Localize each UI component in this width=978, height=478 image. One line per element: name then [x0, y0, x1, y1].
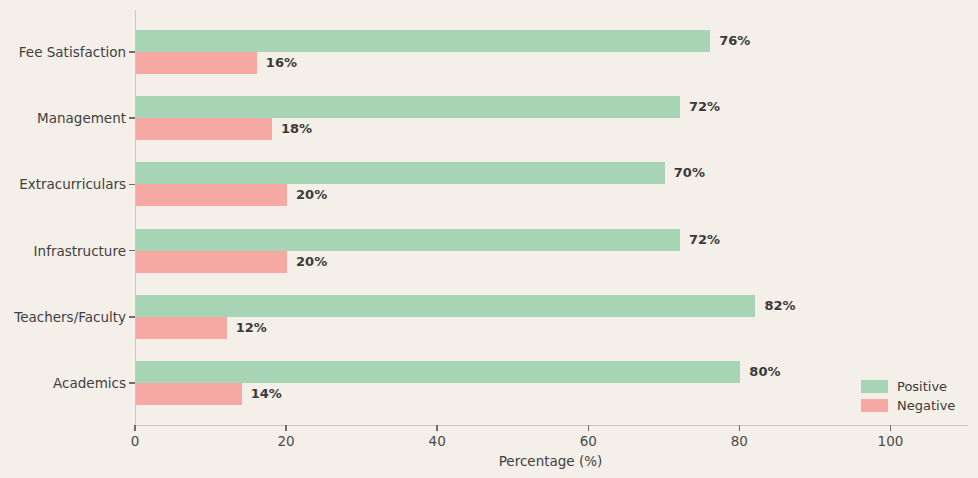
bar-negative-extracurriculars: [136, 184, 287, 206]
category-label-academics: Academics: [0, 373, 126, 393]
value-label-negative-infrastructure: 20%: [296, 253, 327, 271]
x-tick-0: [134, 425, 136, 431]
value-label-negative-fee-satisfaction: 16%: [266, 54, 297, 72]
x-tick-40: [436, 425, 438, 431]
category-label-extracurriculars: Extracurriculars: [0, 174, 126, 194]
value-label-positive-extracurriculars: 70%: [674, 164, 705, 182]
y-tick-extracurriculars: [129, 184, 135, 186]
y-tick-academics: [129, 382, 135, 384]
category-label-infrastructure: Infrastructure: [0, 241, 126, 261]
x-tick-100: [890, 425, 892, 431]
x-tick-80: [739, 425, 741, 431]
x-tick-label-80: 80: [709, 433, 769, 449]
legend-entry-negative: Negative: [861, 396, 955, 415]
x-axis-title: Percentage (%): [135, 453, 966, 469]
bar-positive-academics: [136, 361, 740, 383]
x-axis-spine: [135, 425, 968, 426]
category-label-management: Management: [0, 108, 126, 128]
legend-label-positive: Positive: [897, 379, 947, 394]
x-tick-label-20: 20: [256, 433, 316, 449]
bar-positive-teachers-faculty: [136, 295, 755, 317]
value-label-positive-academics: 80%: [749, 363, 780, 381]
y-tick-management: [129, 117, 135, 119]
legend: Positive Negative: [861, 377, 955, 415]
bar-negative-academics: [136, 383, 242, 405]
legend-entry-positive: Positive: [861, 377, 955, 396]
y-tick-teachers-faculty: [129, 316, 135, 318]
legend-swatch-positive: [861, 380, 888, 393]
value-label-negative-academics: 14%: [251, 385, 282, 403]
bar-positive-infrastructure: [136, 229, 680, 251]
x-tick-label-100: 100: [860, 433, 920, 449]
value-label-negative-management: 18%: [281, 120, 312, 138]
y-tick-fee-satisfaction: [129, 51, 135, 53]
legend-label-negative: Negative: [897, 398, 955, 413]
bar-negative-infrastructure: [136, 251, 287, 273]
value-label-negative-extracurriculars: 20%: [296, 186, 327, 204]
value-label-positive-fee-satisfaction: 76%: [719, 32, 750, 50]
bar-negative-management: [136, 118, 272, 140]
bar-chart: Fee Satisfaction 76% 16% Management 72% 18% Ex…: [0, 0, 978, 478]
bar-positive-management: [136, 96, 680, 118]
value-label-negative-teachers-faculty: 12%: [236, 319, 267, 337]
x-tick-60: [588, 425, 590, 431]
category-label-fee-satisfaction: Fee Satisfaction: [0, 42, 126, 62]
value-label-positive-management: 72%: [689, 98, 720, 116]
bar-negative-fee-satisfaction: [136, 52, 257, 74]
y-tick-infrastructure: [129, 250, 135, 252]
x-tick-label-0: 0: [105, 433, 165, 449]
bar-positive-fee-satisfaction: [136, 30, 710, 52]
x-tick-label-40: 40: [407, 433, 467, 449]
value-label-positive-infrastructure: 72%: [689, 231, 720, 249]
value-label-positive-teachers-faculty: 82%: [764, 297, 795, 315]
category-label-teachers-faculty: Teachers/Faculty: [0, 307, 126, 327]
x-tick-20: [285, 425, 287, 431]
legend-swatch-negative: [861, 399, 888, 412]
x-tick-label-60: 60: [558, 433, 618, 449]
bar-negative-teachers-faculty: [136, 317, 227, 339]
bar-positive-extracurriculars: [136, 162, 665, 184]
